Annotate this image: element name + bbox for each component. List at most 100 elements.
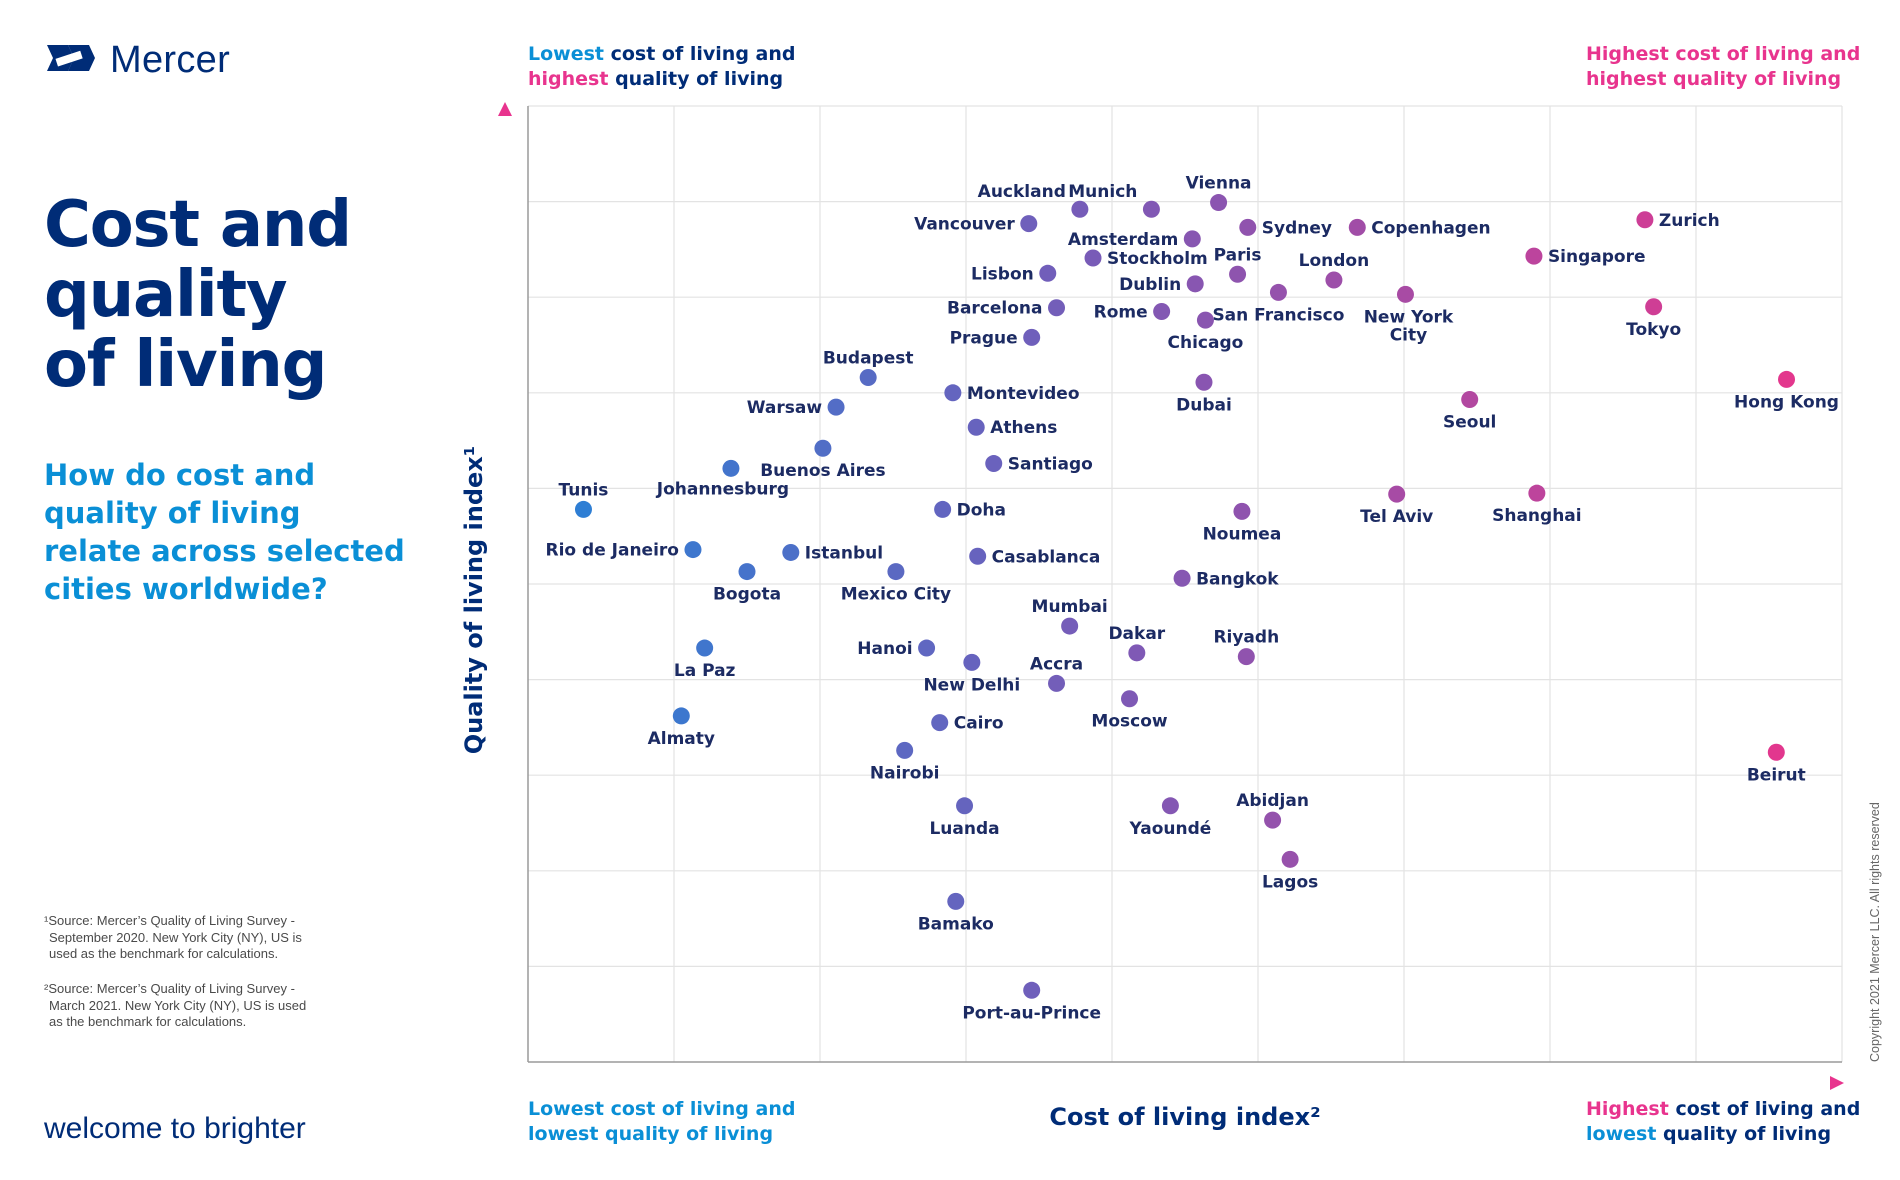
- city-point-cairo[interactable]: [931, 714, 949, 732]
- city-label-singapore: Singapore: [1548, 247, 1646, 267]
- city-point-beirut[interactable]: [1767, 743, 1785, 761]
- city-point-vancouver[interactable]: [1020, 215, 1038, 233]
- city-label-mexico-city: Mexico City: [841, 585, 951, 605]
- city-point-almaty[interactable]: [672, 707, 690, 725]
- city-point-bangkok[interactable]: [1173, 569, 1191, 587]
- footnote-line: used as the benchmark for calculations.: [49, 946, 279, 961]
- city-label-almaty: Almaty: [648, 729, 715, 749]
- city-point-copenhagen[interactable]: [1348, 218, 1366, 236]
- city-point-buenos-aires[interactable]: [814, 439, 832, 457]
- city-point-bogota[interactable]: [738, 563, 756, 581]
- corner-line: Lowest cost of living and: [528, 42, 828, 67]
- city-point-dubai[interactable]: [1195, 373, 1213, 391]
- city-point-zurich[interactable]: [1636, 211, 1654, 229]
- city-point-la-paz[interactable]: [696, 639, 714, 657]
- city-point-vienna[interactable]: [1210, 194, 1228, 212]
- city-point-doha[interactable]: [934, 500, 952, 518]
- city-point-singapore[interactable]: [1525, 247, 1543, 265]
- city-label-seoul: Seoul: [1443, 412, 1496, 432]
- city-point-chicago[interactable]: [1196, 311, 1214, 329]
- city-label-beirut: Beirut: [1747, 765, 1806, 785]
- brand-tagline: welcome to brighter: [44, 1112, 306, 1145]
- city-point-santiago[interactable]: [985, 455, 1003, 473]
- city-point-london[interactable]: [1325, 271, 1343, 289]
- city-point-stockholm[interactable]: [1084, 249, 1102, 267]
- city-point-noumea[interactable]: [1233, 502, 1251, 520]
- x-axis-title: Cost of living index²: [1049, 1103, 1320, 1131]
- city-point-luanda[interactable]: [956, 797, 974, 815]
- city-label-new-delhi: New Delhi: [923, 675, 1020, 695]
- city-label-dublin: Dublin: [1119, 275, 1181, 295]
- city-point-rome[interactable]: [1153, 303, 1171, 321]
- city-point-lagos[interactable]: [1281, 850, 1299, 868]
- city-point-port-au-prince[interactable]: [1023, 981, 1041, 999]
- corner-line: Lowest cost of living and: [528, 1098, 796, 1120]
- city-point-tokyo[interactable]: [1645, 298, 1663, 316]
- city-point-new-york-city[interactable]: [1396, 285, 1414, 303]
- city-label-san-francisco: San Francisco: [1212, 305, 1344, 325]
- city-point-riyadh[interactable]: [1237, 648, 1255, 666]
- city-label-bogota: Bogota: [713, 585, 781, 605]
- corner-emphasis: highest: [528, 67, 609, 90]
- city-point-tel-aviv[interactable]: [1388, 485, 1406, 503]
- city-point-munich[interactable]: [1142, 200, 1160, 218]
- city-point-paris[interactable]: [1229, 265, 1247, 283]
- city-point-hanoi[interactable]: [918, 639, 936, 657]
- city-label-port-au-prince: Port-au-Prince: [962, 1003, 1101, 1023]
- mercer-logo[interactable]: Mercer: [44, 39, 230, 81]
- city-point-barcelona[interactable]: [1048, 299, 1066, 317]
- city-label-buenos-aires: Buenos Aires: [760, 461, 885, 481]
- subtitle-line: How do cost and: [44, 458, 316, 492]
- city-point-dublin[interactable]: [1186, 275, 1204, 293]
- city-label-accra: Accra: [1030, 654, 1083, 674]
- corner-line: highest quality of living: [528, 67, 828, 92]
- city-label-nairobi: Nairobi: [870, 763, 940, 783]
- y-axis-arrowhead: [498, 102, 512, 116]
- city-point-mexico-city[interactable]: [887, 563, 905, 581]
- city-point-moscow[interactable]: [1121, 690, 1139, 708]
- city-point-hong-kong[interactable]: [1778, 370, 1796, 388]
- city-label-rio-de-janeiro: Rio de Janeiro: [546, 541, 679, 561]
- city-point-lisbon[interactable]: [1039, 264, 1057, 282]
- city-point-sydney[interactable]: [1239, 218, 1257, 236]
- city-point-nairobi[interactable]: [896, 741, 914, 759]
- city-point-seoul[interactable]: [1461, 390, 1479, 408]
- city-point-tunis[interactable]: [574, 500, 592, 518]
- city-point-new-delhi[interactable]: [963, 653, 981, 671]
- city-point-dakar[interactable]: [1128, 644, 1146, 662]
- city-label-auckland: Auckland: [978, 182, 1066, 202]
- corner-emphasis: Highest: [1586, 1098, 1669, 1120]
- city-label-prague: Prague: [950, 328, 1018, 348]
- city-point-mumbai[interactable]: [1061, 617, 1079, 635]
- city-point-warsaw[interactable]: [827, 398, 845, 416]
- city-point-casablanca[interactable]: [969, 547, 987, 565]
- footnote-line: as the benchmark for calculations.: [49, 1014, 247, 1029]
- city-point-johannesburg[interactable]: [722, 459, 740, 477]
- corner-text: cost of living and: [604, 43, 796, 65]
- city-label-hong-kong: Hong Kong: [1734, 392, 1839, 412]
- mercer-logo-icon: [44, 42, 98, 79]
- city-point-athens[interactable]: [967, 418, 985, 436]
- city-point-bamako[interactable]: [947, 892, 965, 910]
- city-point-amsterdam[interactable]: [1183, 230, 1201, 248]
- city-point-san-francisco[interactable]: [1269, 283, 1287, 301]
- corner-line: Highest cost of living and: [1586, 1097, 1886, 1122]
- city-point-prague[interactable]: [1023, 328, 1041, 346]
- city-label-warsaw: Warsaw: [747, 398, 823, 418]
- city-point-accra[interactable]: [1048, 674, 1066, 692]
- city-label-amsterdam: Amsterdam: [1068, 230, 1178, 250]
- city-label-bamako: Bamako: [918, 914, 994, 934]
- city-point-budapest[interactable]: [859, 369, 877, 387]
- corner-line: lowest quality of living: [1586, 1122, 1886, 1147]
- city-point-shanghai[interactable]: [1528, 484, 1546, 502]
- footnote-line: March 2021. New York City (NY), US is us…: [49, 997, 307, 1013]
- city-point-yaounde[interactable]: [1161, 797, 1179, 815]
- city-point-montevideo[interactable]: [944, 384, 962, 402]
- city-point-abidjan[interactable]: [1264, 811, 1282, 829]
- city-point-istanbul[interactable]: [782, 543, 800, 561]
- city-label-stockholm: Stockholm: [1107, 249, 1208, 269]
- city-point-rio-de-janeiro[interactable]: [684, 541, 702, 559]
- city-label-noumea: Noumea: [1203, 524, 1282, 544]
- city-point-auckland[interactable]: [1071, 200, 1089, 218]
